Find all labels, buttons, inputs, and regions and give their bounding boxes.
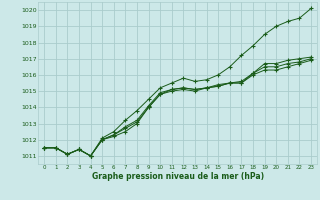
X-axis label: Graphe pression niveau de la mer (hPa): Graphe pression niveau de la mer (hPa) bbox=[92, 172, 264, 181]
